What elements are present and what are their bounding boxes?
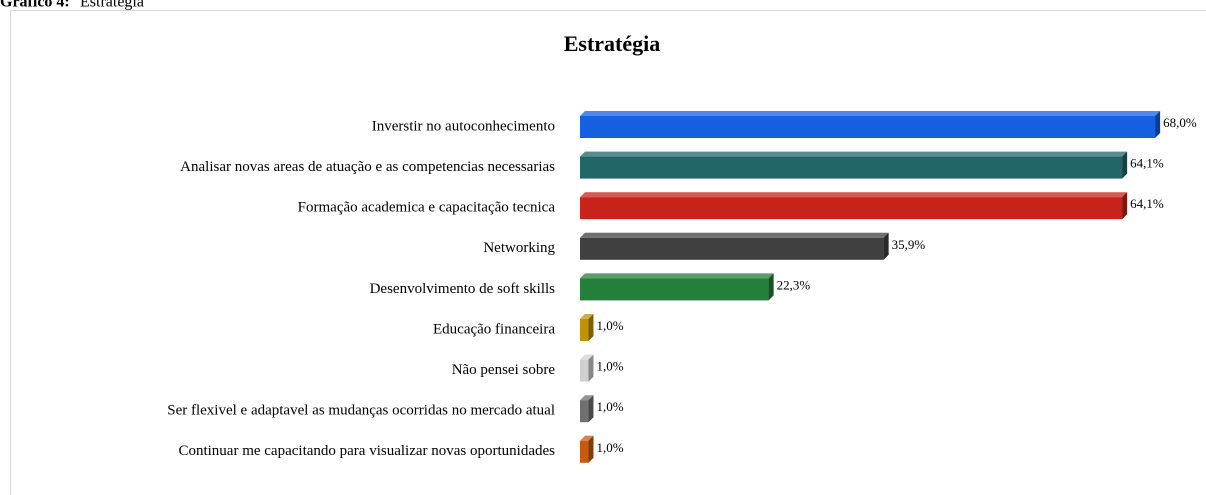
bar — [580, 359, 589, 382]
bar-top-shade — [580, 232, 889, 238]
caption-text: Estratégia — [80, 0, 144, 11]
value-label: 64,1% — [1130, 196, 1164, 211]
bar-top — [580, 354, 594, 360]
bar-side — [588, 354, 594, 382]
bar-side-shade — [1155, 111, 1161, 138]
bar-side-shade — [588, 314, 594, 341]
value-label: 22,3% — [777, 277, 811, 292]
bar-top — [580, 232, 889, 238]
bar-top — [580, 273, 774, 279]
bar-side — [883, 232, 889, 260]
bar-top — [580, 435, 594, 441]
bar-top — [580, 111, 1161, 116]
bar-top-shade — [580, 111, 1161, 116]
category-label: Ser flexivel e adaptavel as mudanças oco… — [167, 403, 555, 419]
bar — [580, 116, 1156, 138]
category-label: Inverstir no autoconhecimento — [372, 118, 555, 134]
bar-side-shade — [883, 232, 889, 260]
bar — [580, 156, 1123, 179]
category-label: Networking — [483, 240, 555, 256]
bar-side — [588, 314, 594, 341]
category-label: Não pensei sobre — [452, 362, 556, 378]
bar-top-shade — [580, 151, 1128, 157]
bar-top — [580, 314, 594, 319]
bar-top — [580, 192, 1128, 198]
bar — [580, 400, 589, 423]
value-label: 35,9% — [892, 237, 926, 252]
bar — [580, 319, 589, 341]
bar-side — [588, 435, 594, 463]
category-label: Analisar novas areas de atuação e as com… — [180, 159, 555, 175]
bar — [580, 440, 589, 463]
value-label: 1,0% — [596, 318, 623, 333]
bar-side-shade — [1122, 151, 1128, 179]
chart-frame — [10, 10, 1206, 495]
bar-side-shade — [588, 354, 594, 382]
bar-side-shade — [588, 395, 594, 423]
bar-side-shade — [588, 435, 594, 463]
category-label: Continuar me capacitando para visualizar… — [178, 443, 555, 459]
bar-top-shade — [580, 192, 1128, 198]
bar-top-shade — [580, 395, 594, 401]
caption-label: Gráfico 4: — [0, 0, 70, 11]
category-label: Desenvolvimento de soft skills — [370, 281, 556, 297]
bar-side-shade — [1122, 192, 1128, 220]
bar-top-shade — [580, 354, 594, 360]
bar-side — [768, 273, 774, 301]
bar-top-shade — [580, 273, 774, 279]
bar-top-shade — [580, 314, 594, 319]
bar-top-shade — [580, 435, 594, 441]
bar-side-shade — [768, 273, 774, 301]
bar-side — [1122, 192, 1128, 220]
value-label: 1,0% — [596, 399, 623, 414]
bar — [580, 197, 1123, 220]
bar-top — [580, 395, 594, 401]
bar — [580, 278, 769, 301]
bar-top — [580, 151, 1128, 157]
value-label: 68,0% — [1163, 115, 1197, 130]
chart-title: Estratégia — [564, 31, 661, 56]
category-label: Educação financeira — [433, 321, 555, 337]
value-label: 1,0% — [596, 440, 623, 455]
value-label: 64,1% — [1130, 156, 1164, 171]
value-label: 1,0% — [596, 359, 623, 374]
bar-side — [588, 395, 594, 423]
bar-side — [1122, 151, 1128, 179]
bar-side — [1155, 111, 1161, 138]
bar — [580, 237, 884, 260]
category-label: Formação academica e capacitação tecnica — [298, 200, 556, 216]
